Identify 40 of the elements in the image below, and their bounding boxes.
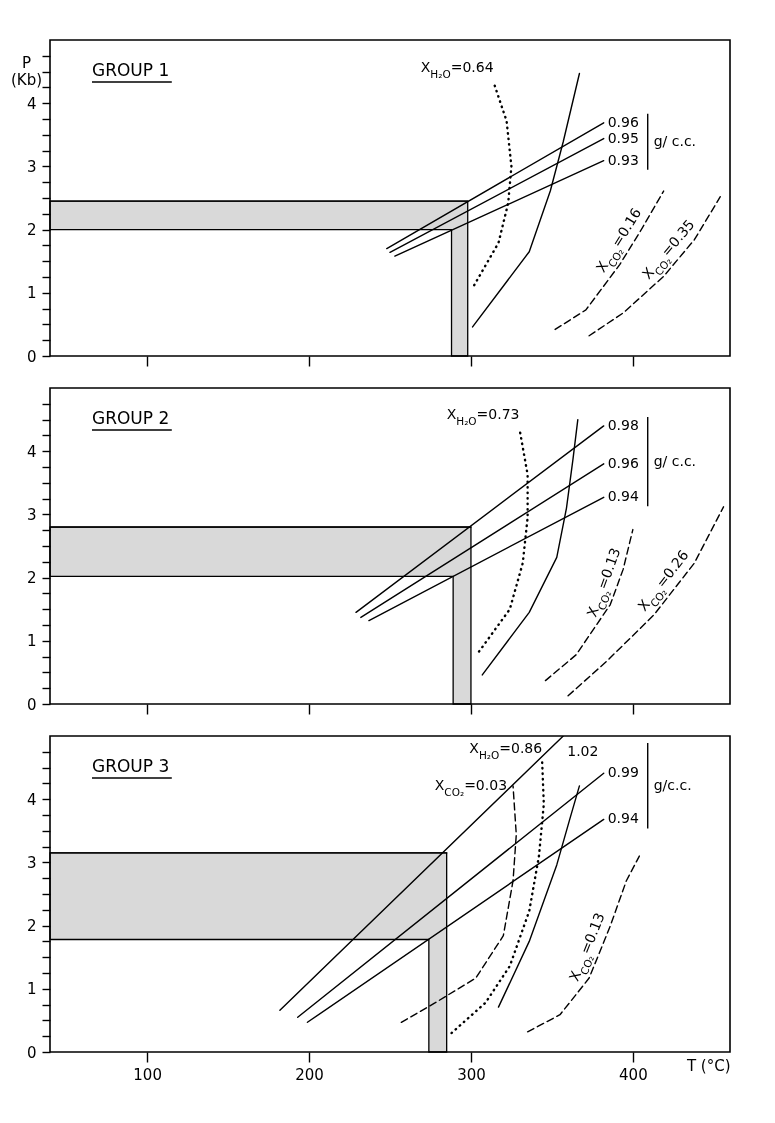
series-label: 0.93 — [607, 151, 639, 168]
y-tick-label: 3 — [26, 505, 37, 524]
y-tick-label: 3 — [26, 853, 37, 872]
series-label: X$_{H₂O}$=0.86 — [469, 739, 543, 761]
series-label: 0.96 — [607, 113, 639, 130]
x-tick-label: 400 — [619, 1065, 648, 1084]
y-tick-label: 4 — [26, 94, 37, 113]
series-label: 0.94 — [607, 810, 639, 827]
series-label: 0.94 — [607, 488, 639, 505]
y-tick-label: 4 — [26, 442, 37, 461]
text: GROUP 3 — [92, 756, 170, 776]
x-tick-label: 100 — [133, 1065, 162, 1084]
y-axis-title: P (Kb) — [10, 53, 43, 89]
x-tick-label: 300 — [457, 1065, 486, 1084]
y-tick-label: 4 — [26, 790, 37, 809]
series-label: 0.98 — [607, 416, 639, 433]
series-label: 0.96 — [607, 454, 639, 471]
y-tick-label: 1 — [26, 284, 37, 303]
y-tick-label: 2 — [26, 221, 37, 240]
text: GROUP 2 — [92, 408, 170, 428]
y-tick-label: 0 — [26, 1043, 37, 1062]
annotation: g/c.c. — [653, 776, 692, 793]
x-axis-title: T (°C) — [685, 1056, 731, 1075]
series-label: X$_{H₂O}$=0.73 — [446, 406, 520, 428]
series-label: X$_{CO₂}$=0.03 — [434, 776, 508, 798]
y-tick-label: 1 — [26, 632, 37, 651]
y-tick-label: 0 — [26, 695, 37, 714]
y-tick-label: 0 — [26, 347, 37, 366]
y-tick-label: 1 — [26, 980, 37, 999]
series-label: 0.95 — [607, 129, 639, 146]
series-label: X$_{H₂O}$=0.64 — [420, 59, 494, 81]
y-tick-label: 2 — [26, 569, 37, 588]
annotation: g/ c.c. — [653, 132, 697, 149]
text: GROUP 1 — [92, 60, 170, 80]
series-label: 0.99 — [607, 764, 639, 781]
y-tick-label: 3 — [26, 157, 37, 176]
series-label: 1.02 — [567, 743, 599, 759]
y-tick-label: 2 — [26, 917, 37, 936]
annotation: g/ c.c. — [653, 452, 697, 469]
x-tick-label: 200 — [295, 1065, 324, 1084]
